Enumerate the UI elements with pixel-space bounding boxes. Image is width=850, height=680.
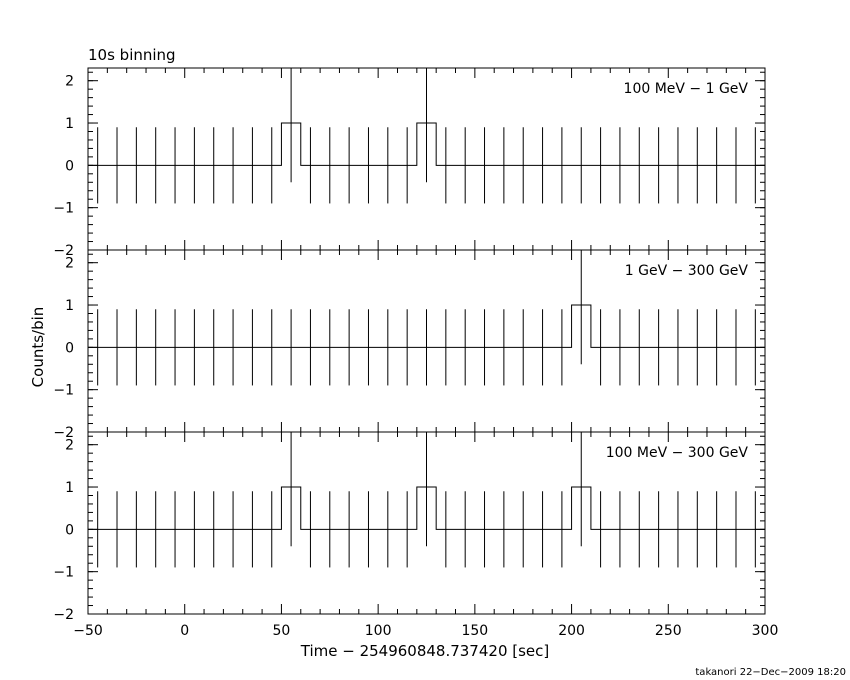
x-tick-label: 50	[273, 623, 291, 639]
panel-1: −2 −1 0 1 2 100 MeV − 1 GeV	[53, 67, 766, 259]
energy-band-label: 1 GeV − 300 GeV	[625, 263, 749, 279]
y-tick-label: 1	[65, 298, 74, 314]
x-tick-label: 200	[558, 623, 585, 639]
x-tick-label: 250	[655, 623, 682, 639]
x-tick-label: 150	[461, 623, 488, 639]
panel-3: −2 −1 0 1 2 −50 0 50 100 150 200 250 300 100 MeV − 30…	[53, 431, 779, 639]
y-tick-label: 2	[65, 438, 74, 454]
y-tick-label: −1	[53, 565, 74, 581]
y-tick-label: 1	[65, 116, 74, 132]
y-tick-label: −2	[53, 425, 74, 441]
x-tick-label: 300	[752, 623, 779, 639]
energy-band-label: 100 MeV − 300 GeV	[606, 445, 749, 461]
y-tick-label: 1	[65, 480, 74, 496]
y-tick-label: −2	[53, 243, 74, 259]
y-tick-label: 0	[65, 340, 74, 356]
y-tick-label: −1	[53, 201, 74, 217]
y-tick-label: 0	[65, 158, 74, 174]
chart-title: 10s binning	[88, 46, 176, 64]
x-axis-label: Time − 254960848.737420 [sec]	[300, 642, 550, 660]
panels-group: −2 −1 0 1 2 100 MeV − 1 GeV −2 −1 0 1 2 1 GeV − 300…	[53, 67, 779, 639]
x-tick-label: −50	[73, 623, 103, 639]
footer-stamp: takanori 22−Dec−2009 18:20	[695, 667, 846, 678]
y-tick-label: −2	[53, 607, 74, 623]
panel-2: −2 −1 0 1 2 1 GeV − 300 GeV	[53, 249, 766, 441]
energy-band-label: 100 MeV − 1 GeV	[624, 81, 749, 97]
x-tick-label: 100	[365, 623, 392, 639]
y-axis-label: Counts/bin	[29, 307, 47, 388]
y-tick-label: 2	[65, 74, 74, 90]
y-tick-label: 2	[65, 256, 74, 272]
y-tick-label: 0	[65, 522, 74, 538]
x-tick-label: 0	[180, 623, 189, 639]
y-tick-label: −1	[53, 383, 74, 399]
